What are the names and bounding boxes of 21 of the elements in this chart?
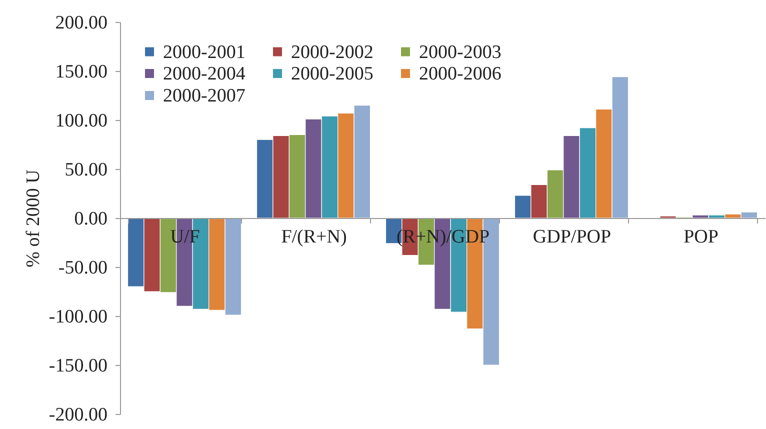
y-tick-label: -50.00 xyxy=(58,258,108,278)
legend-label: 2000-2003 xyxy=(419,42,502,63)
legend-label: 2000-2002 xyxy=(291,42,374,63)
y-tick-label: 150.00 xyxy=(55,62,108,82)
legend-label: 2000-2006 xyxy=(419,64,502,84)
x-tick-label: (R+N)/GDP xyxy=(396,226,490,248)
legend-label: 2000-2007 xyxy=(163,86,246,106)
y-tick-label: 100.00 xyxy=(55,110,108,132)
legend-label: 2000-2001 xyxy=(163,42,246,63)
y-axis-title: % of 2000 U xyxy=(22,169,44,268)
y-tick-label: -100.00 xyxy=(48,306,108,328)
legend-label: 2000-2004 xyxy=(163,64,246,84)
y-tick-label: 200.00 xyxy=(55,12,108,34)
x-tick-label: F/(R+N) xyxy=(281,226,347,248)
x-tick-label: GDP/POP xyxy=(532,226,612,248)
y-tick-label: -150.00 xyxy=(48,356,108,376)
x-tick-label: POP xyxy=(684,226,718,248)
y-tick-label: -200.00 xyxy=(48,404,108,426)
y-tick-label: 50.00 xyxy=(64,160,108,180)
y-tick-label: 0.00 xyxy=(74,208,108,230)
legend-label: 2000-2005 xyxy=(291,64,374,84)
